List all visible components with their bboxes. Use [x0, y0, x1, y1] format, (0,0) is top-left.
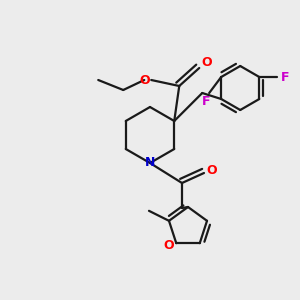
Text: F: F	[202, 94, 210, 107]
Text: O: O	[163, 239, 174, 252]
Text: O: O	[201, 56, 211, 68]
Text: O: O	[139, 74, 150, 86]
Text: O: O	[207, 164, 217, 176]
Text: N: N	[145, 157, 155, 169]
Text: F: F	[281, 70, 290, 83]
